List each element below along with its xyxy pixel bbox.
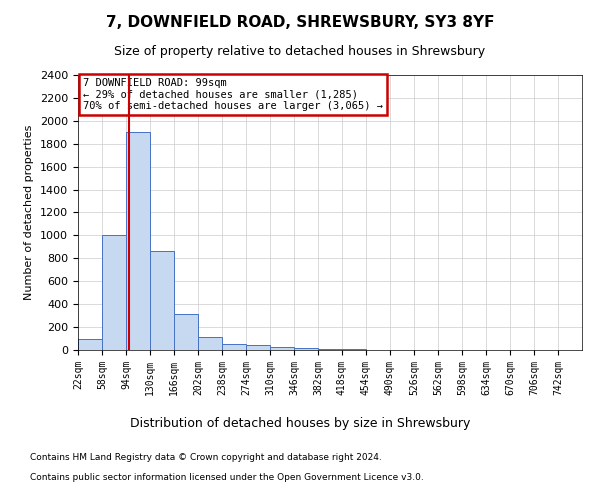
Bar xyxy=(175,314,197,350)
Bar xyxy=(295,348,317,350)
Bar xyxy=(103,236,125,350)
Bar xyxy=(79,338,101,350)
Text: Distribution of detached houses by size in Shrewsbury: Distribution of detached houses by size … xyxy=(130,418,470,430)
Bar xyxy=(151,252,173,350)
Bar xyxy=(223,344,245,350)
Y-axis label: Number of detached properties: Number of detached properties xyxy=(25,125,34,300)
Text: Contains HM Land Registry data © Crown copyright and database right 2024.: Contains HM Land Registry data © Crown c… xyxy=(30,452,382,462)
Text: Size of property relative to detached houses in Shrewsbury: Size of property relative to detached ho… xyxy=(115,45,485,58)
Bar xyxy=(199,337,221,350)
Bar xyxy=(127,132,149,350)
Text: 7, DOWNFIELD ROAD, SHREWSBURY, SY3 8YF: 7, DOWNFIELD ROAD, SHREWSBURY, SY3 8YF xyxy=(106,15,494,30)
Text: Contains public sector information licensed under the Open Government Licence v3: Contains public sector information licen… xyxy=(30,472,424,482)
Bar xyxy=(247,346,269,350)
Bar xyxy=(271,346,293,350)
Text: 7 DOWNFIELD ROAD: 99sqm
← 29% of detached houses are smaller (1,285)
70% of semi: 7 DOWNFIELD ROAD: 99sqm ← 29% of detache… xyxy=(83,78,383,111)
